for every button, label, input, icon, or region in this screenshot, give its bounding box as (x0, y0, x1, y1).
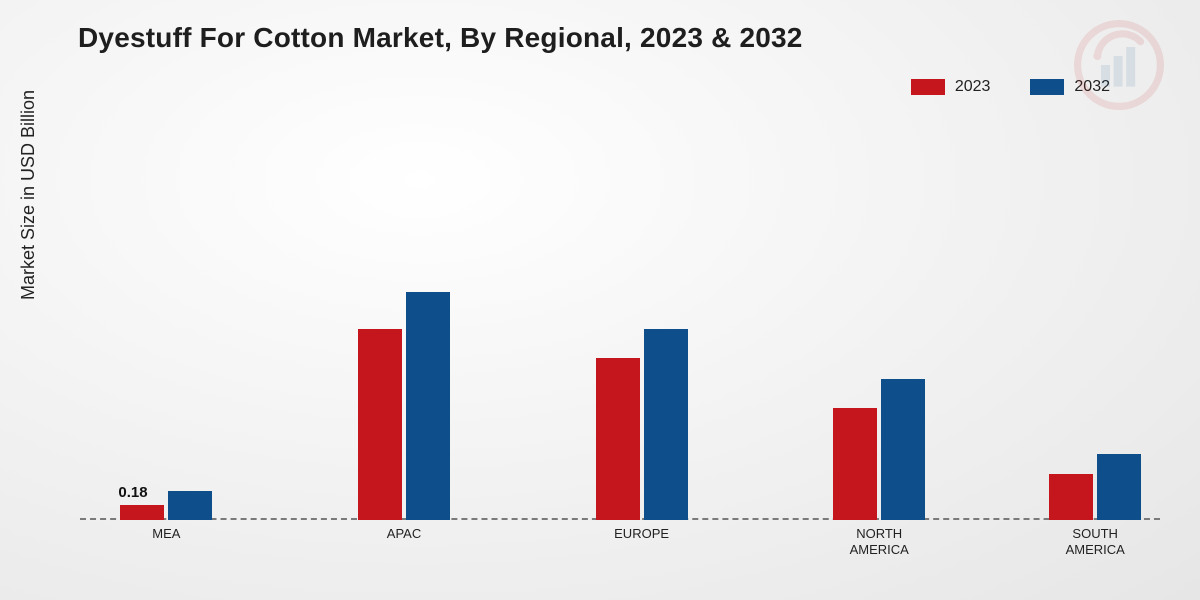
legend-swatch-2032 (1030, 79, 1064, 95)
chart-title: Dyestuff For Cotton Market, By Regional,… (78, 22, 803, 54)
y-axis-label: Market Size in USD Billion (18, 90, 39, 300)
watermark-logo (1074, 20, 1164, 110)
bar-2023 (1049, 474, 1093, 520)
bar-2032 (881, 379, 925, 520)
category-label: MEA (152, 520, 180, 542)
bar-2023 (358, 329, 402, 520)
bar-2023 (833, 408, 877, 520)
legend-label-2023: 2023 (955, 78, 991, 96)
legend-swatch-2023 (911, 79, 945, 95)
bar-2032 (168, 491, 212, 520)
category-label: NORTH AMERICA (850, 520, 909, 557)
bar-value-label: 0.18 (118, 484, 147, 501)
bar-2032 (644, 329, 688, 520)
category-label: EUROPE (614, 520, 669, 542)
bar-2023 (120, 505, 164, 520)
legend-item-2023: 2023 (911, 78, 991, 96)
category-label: APAC (387, 520, 421, 542)
bar-2023 (596, 358, 640, 520)
bar-2032 (406, 292, 450, 520)
bar-2032 (1097, 454, 1141, 520)
category-label: SOUTH AMERICA (1066, 520, 1125, 557)
plot-area: 0.18MEAAPACEUROPENORTH AMERICASOUTH AMER… (80, 130, 1160, 520)
